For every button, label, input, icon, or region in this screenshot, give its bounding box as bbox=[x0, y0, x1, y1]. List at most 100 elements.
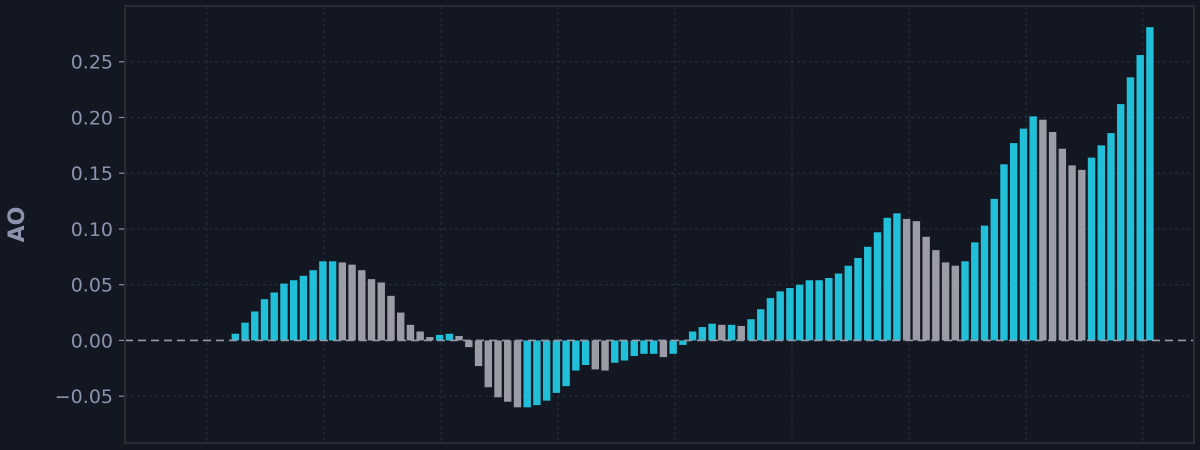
bar bbox=[299, 275, 308, 341]
bar bbox=[649, 340, 658, 354]
bar bbox=[795, 284, 804, 341]
bar bbox=[961, 261, 969, 341]
bar bbox=[737, 325, 745, 341]
bar bbox=[309, 270, 317, 341]
bar bbox=[669, 340, 677, 354]
bar bbox=[1107, 133, 1115, 341]
bar bbox=[241, 322, 249, 341]
bar bbox=[1078, 169, 1086, 341]
y-tick-label: 0.25 bbox=[71, 52, 113, 74]
bar bbox=[533, 340, 541, 406]
bar bbox=[1019, 128, 1028, 341]
bar bbox=[387, 295, 395, 341]
bar bbox=[1058, 148, 1067, 341]
plot-frame bbox=[124, 5, 1195, 444]
bar bbox=[883, 217, 891, 341]
bar bbox=[922, 236, 930, 341]
bar bbox=[873, 232, 882, 341]
bar bbox=[951, 265, 960, 341]
bar bbox=[1146, 27, 1154, 341]
y-tick-label: 0.20 bbox=[71, 107, 113, 129]
bar bbox=[513, 340, 522, 408]
bar bbox=[397, 312, 405, 341]
bar bbox=[289, 280, 298, 341]
y-tick-label: 0.15 bbox=[71, 163, 113, 185]
bar bbox=[484, 340, 492, 388]
bar bbox=[718, 324, 726, 341]
bar bbox=[844, 265, 852, 341]
bar bbox=[1097, 145, 1105, 341]
bar bbox=[757, 309, 765, 341]
bar bbox=[776, 291, 784, 341]
bar bbox=[591, 340, 600, 370]
bar bbox=[912, 221, 921, 341]
bar bbox=[1117, 104, 1125, 341]
bar bbox=[1126, 77, 1135, 341]
bar bbox=[902, 218, 911, 341]
bar bbox=[990, 198, 998, 341]
bar bbox=[280, 283, 288, 341]
bar bbox=[270, 292, 278, 341]
bar bbox=[445, 333, 454, 341]
bar bbox=[1039, 119, 1047, 341]
bar bbox=[932, 250, 940, 341]
bars bbox=[231, 27, 1154, 408]
bar bbox=[416, 331, 424, 341]
bar bbox=[474, 340, 483, 367]
y-tick-label: 0.00 bbox=[71, 330, 113, 352]
bar bbox=[708, 323, 716, 341]
bar bbox=[494, 340, 502, 398]
bar bbox=[805, 280, 814, 341]
bar bbox=[659, 340, 668, 358]
bar bbox=[834, 273, 843, 341]
bar bbox=[766, 298, 775, 341]
bar bbox=[864, 246, 872, 341]
bar bbox=[941, 262, 950, 341]
bar bbox=[601, 340, 609, 371]
bar bbox=[1029, 116, 1037, 341]
bar bbox=[980, 225, 989, 341]
bar bbox=[688, 331, 697, 341]
bar bbox=[679, 340, 687, 345]
bar bbox=[581, 340, 590, 365]
bar bbox=[1087, 157, 1096, 341]
y-tick-label: −0.05 bbox=[55, 386, 113, 408]
bar bbox=[338, 262, 347, 341]
y-tick-label: 0.10 bbox=[71, 219, 113, 241]
bar bbox=[455, 335, 463, 341]
bar bbox=[893, 213, 901, 341]
bar bbox=[406, 324, 415, 341]
bar bbox=[727, 324, 736, 341]
bar bbox=[971, 242, 979, 341]
bar bbox=[630, 340, 638, 357]
bar bbox=[260, 299, 269, 341]
y-axis-label: AO bbox=[5, 207, 30, 243]
bar bbox=[1136, 55, 1144, 341]
y-tick-label: 0.05 bbox=[71, 275, 113, 297]
bar bbox=[465, 340, 473, 348]
bar bbox=[523, 340, 531, 408]
bar bbox=[640, 340, 648, 354]
bar bbox=[854, 257, 862, 341]
bar bbox=[426, 337, 434, 341]
bar bbox=[620, 340, 629, 361]
bar bbox=[435, 334, 444, 341]
bar bbox=[1010, 143, 1018, 341]
bar bbox=[377, 282, 385, 341]
bar bbox=[815, 280, 823, 341]
bar bbox=[747, 319, 755, 341]
bar bbox=[1048, 131, 1057, 341]
bar bbox=[562, 340, 570, 387]
bar bbox=[1068, 165, 1076, 341]
bar bbox=[825, 278, 833, 341]
bar bbox=[328, 261, 337, 341]
bar bbox=[367, 279, 376, 341]
bar bbox=[572, 340, 580, 371]
bar bbox=[319, 261, 327, 341]
bar bbox=[358, 270, 366, 341]
bar bbox=[698, 327, 707, 341]
bar bbox=[786, 288, 794, 341]
bar bbox=[611, 340, 619, 363]
